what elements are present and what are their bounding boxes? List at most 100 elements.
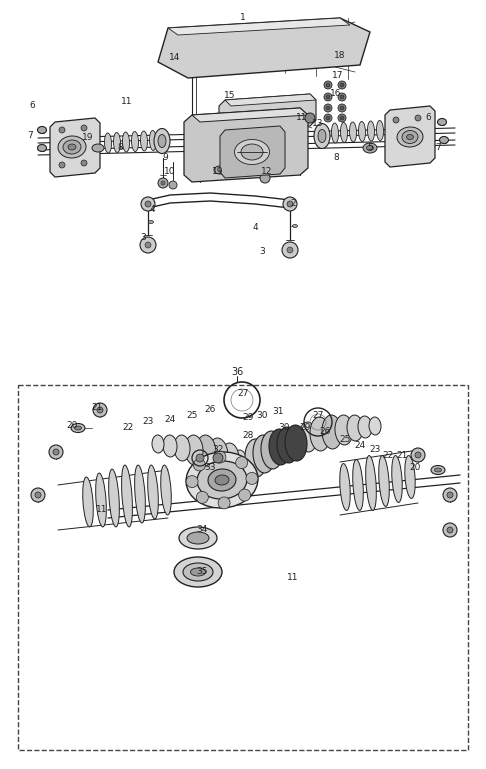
Circle shape bbox=[393, 117, 399, 123]
Ellipse shape bbox=[187, 532, 209, 544]
Ellipse shape bbox=[318, 129, 326, 142]
Polygon shape bbox=[184, 108, 308, 182]
Ellipse shape bbox=[108, 469, 120, 527]
Text: 29: 29 bbox=[243, 414, 254, 422]
Ellipse shape bbox=[397, 127, 423, 147]
Ellipse shape bbox=[183, 563, 213, 581]
Text: 16: 16 bbox=[330, 88, 342, 98]
Circle shape bbox=[81, 125, 87, 131]
Text: 23: 23 bbox=[142, 418, 154, 427]
Text: 11: 11 bbox=[96, 505, 108, 514]
Circle shape bbox=[443, 488, 457, 502]
Ellipse shape bbox=[331, 123, 339, 143]
Text: 11: 11 bbox=[287, 574, 299, 582]
Circle shape bbox=[260, 173, 270, 183]
Ellipse shape bbox=[122, 132, 129, 152]
Ellipse shape bbox=[261, 431, 283, 469]
Circle shape bbox=[93, 403, 107, 417]
Bar bbox=[18, 385, 468, 750]
Circle shape bbox=[338, 104, 346, 112]
Circle shape bbox=[340, 95, 344, 99]
Circle shape bbox=[145, 242, 151, 248]
Circle shape bbox=[81, 160, 87, 166]
Circle shape bbox=[196, 454, 204, 462]
Circle shape bbox=[158, 178, 168, 188]
Text: 14: 14 bbox=[169, 54, 181, 62]
Ellipse shape bbox=[174, 557, 222, 587]
Circle shape bbox=[196, 491, 208, 504]
Circle shape bbox=[411, 448, 425, 462]
Text: 12: 12 bbox=[261, 168, 273, 177]
Circle shape bbox=[324, 114, 332, 122]
Circle shape bbox=[340, 106, 344, 110]
Circle shape bbox=[59, 162, 65, 168]
Text: 34: 34 bbox=[196, 525, 208, 534]
Ellipse shape bbox=[310, 417, 330, 451]
Text: 21: 21 bbox=[91, 404, 103, 412]
Ellipse shape bbox=[208, 469, 236, 491]
Text: 25: 25 bbox=[186, 411, 198, 420]
Text: 13: 13 bbox=[312, 118, 324, 128]
Ellipse shape bbox=[104, 133, 111, 153]
Ellipse shape bbox=[235, 139, 270, 165]
Circle shape bbox=[415, 452, 421, 458]
Text: 30: 30 bbox=[278, 424, 290, 432]
Text: 7: 7 bbox=[435, 144, 441, 152]
Ellipse shape bbox=[221, 443, 239, 473]
Circle shape bbox=[340, 83, 344, 87]
Ellipse shape bbox=[63, 140, 81, 154]
Text: 8: 8 bbox=[333, 154, 339, 162]
Text: 11: 11 bbox=[121, 98, 133, 106]
Ellipse shape bbox=[406, 135, 414, 139]
Circle shape bbox=[324, 93, 332, 101]
Circle shape bbox=[236, 457, 248, 468]
Polygon shape bbox=[225, 94, 316, 106]
Ellipse shape bbox=[358, 416, 372, 438]
Text: 3: 3 bbox=[140, 234, 146, 242]
Circle shape bbox=[59, 127, 65, 133]
Ellipse shape bbox=[163, 435, 177, 457]
Text: 11: 11 bbox=[296, 114, 308, 122]
Circle shape bbox=[283, 197, 297, 211]
Circle shape bbox=[145, 201, 151, 207]
Ellipse shape bbox=[208, 438, 228, 472]
Polygon shape bbox=[385, 106, 435, 167]
Text: 28: 28 bbox=[243, 431, 254, 440]
Text: 20: 20 bbox=[66, 421, 78, 430]
Ellipse shape bbox=[214, 166, 226, 174]
Text: 21: 21 bbox=[396, 451, 408, 460]
Ellipse shape bbox=[437, 118, 447, 125]
Text: 22: 22 bbox=[382, 451, 394, 460]
Ellipse shape bbox=[269, 429, 291, 465]
Ellipse shape bbox=[161, 465, 171, 515]
Ellipse shape bbox=[434, 468, 441, 472]
Ellipse shape bbox=[293, 225, 297, 228]
Ellipse shape bbox=[405, 455, 415, 498]
Circle shape bbox=[218, 497, 230, 509]
Ellipse shape bbox=[152, 435, 164, 453]
Ellipse shape bbox=[241, 144, 263, 160]
Circle shape bbox=[326, 83, 330, 87]
Ellipse shape bbox=[135, 465, 145, 523]
Text: 18: 18 bbox=[334, 51, 346, 59]
Ellipse shape bbox=[377, 121, 383, 141]
Circle shape bbox=[282, 242, 298, 258]
Ellipse shape bbox=[402, 131, 418, 144]
Circle shape bbox=[31, 488, 45, 502]
Ellipse shape bbox=[335, 415, 353, 445]
Ellipse shape bbox=[68, 144, 76, 150]
Circle shape bbox=[324, 104, 332, 112]
Polygon shape bbox=[50, 118, 100, 177]
Ellipse shape bbox=[37, 126, 47, 134]
Circle shape bbox=[326, 106, 330, 110]
Ellipse shape bbox=[83, 477, 93, 527]
Circle shape bbox=[239, 489, 251, 501]
Ellipse shape bbox=[71, 424, 85, 432]
Ellipse shape bbox=[322, 415, 342, 449]
Text: 4: 4 bbox=[149, 205, 155, 215]
Circle shape bbox=[324, 81, 332, 89]
Polygon shape bbox=[192, 108, 308, 122]
Text: 24: 24 bbox=[164, 415, 175, 424]
Ellipse shape bbox=[341, 122, 347, 142]
Ellipse shape bbox=[158, 135, 166, 148]
